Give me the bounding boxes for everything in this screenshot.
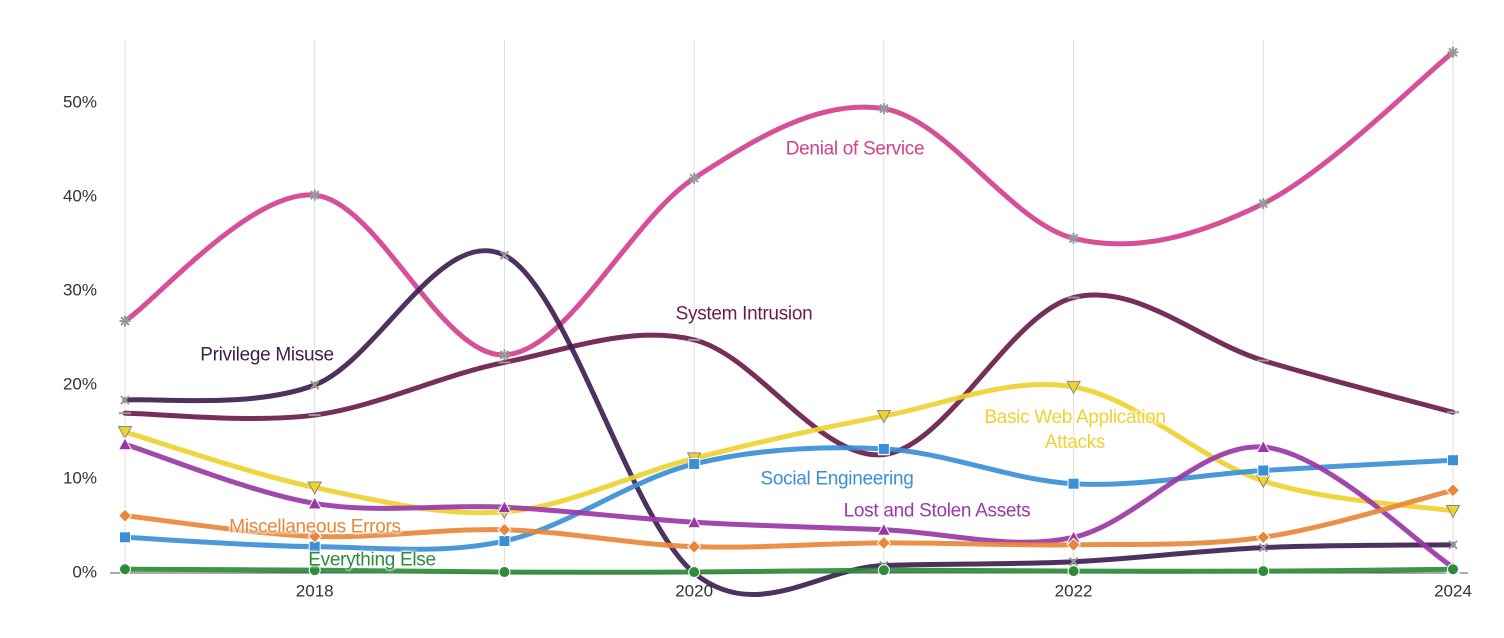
line [122, 445, 1456, 552]
point [498, 566, 511, 579]
line [122, 292, 1456, 458]
point [499, 250, 510, 260]
point [1447, 454, 1459, 467]
point [877, 442, 890, 455]
point [309, 189, 321, 201]
series [122, 381, 1456, 516]
series [122, 487, 1456, 550]
series [122, 441, 1456, 570]
point [498, 535, 511, 548]
series [122, 292, 1456, 458]
point [686, 514, 702, 529]
point [117, 436, 133, 451]
point [1067, 477, 1080, 490]
point [1447, 563, 1459, 576]
point [310, 380, 320, 390]
point [1447, 46, 1459, 58]
point [119, 531, 131, 544]
y-tick-label: 10% [63, 468, 97, 487]
point [1445, 504, 1461, 519]
point [1257, 464, 1270, 477]
series [122, 566, 1456, 575]
x-tick-label: 2022 [1055, 581, 1093, 600]
point [876, 410, 892, 424]
series [122, 248, 1456, 598]
point [307, 495, 323, 510]
point [308, 564, 321, 577]
x-tick-label: 2018 [296, 581, 334, 600]
point [876, 535, 892, 551]
line [122, 566, 1456, 575]
y-tick-label: 20% [63, 374, 97, 393]
series [122, 445, 1456, 552]
series [122, 49, 1456, 358]
point [1257, 198, 1269, 210]
line [122, 487, 1456, 550]
point [120, 395, 130, 405]
line [122, 441, 1456, 570]
point [688, 566, 701, 579]
series-label: Social Engineering [760, 468, 914, 490]
point [119, 315, 131, 327]
point [1068, 557, 1079, 567]
point [1066, 380, 1081, 395]
line [122, 49, 1456, 358]
x-tick-label: 2020 [675, 581, 713, 600]
point [307, 529, 322, 544]
point [1067, 565, 1080, 578]
point [1258, 542, 1268, 553]
point [119, 563, 131, 576]
y-tick-label: 0% [72, 562, 97, 581]
y-tick-label: 50% [63, 92, 97, 111]
point [1068, 232, 1080, 244]
point [686, 539, 702, 554]
x-tick-label: 2024 [1434, 581, 1472, 600]
point [117, 426, 133, 440]
point [307, 481, 323, 496]
series-label: System Intrusion [675, 303, 813, 325]
point [688, 172, 700, 184]
point [877, 564, 890, 577]
y-tick-label: 30% [63, 280, 97, 299]
series-label: Denial of Service [785, 138, 925, 160]
point [1448, 540, 1458, 550]
point [878, 103, 890, 115]
point [876, 522, 892, 536]
series-label: Privilege Misuse [200, 344, 334, 366]
point [498, 349, 510, 361]
point [1256, 530, 1271, 545]
point [1445, 483, 1461, 498]
series-label: Everything Else [308, 549, 436, 571]
series-label: Basic Web Application Attacks [984, 407, 1166, 453]
y-tick-label: 40% [63, 186, 97, 205]
line [122, 381, 1456, 516]
point [688, 457, 701, 470]
point [1066, 537, 1081, 553]
point [497, 522, 512, 537]
point [117, 508, 133, 523]
series-label: Lost and Stolen Assets [843, 500, 1031, 522]
line [122, 248, 1456, 598]
point [1255, 439, 1271, 454]
point [1257, 565, 1270, 578]
point [497, 499, 512, 514]
series-label: Miscellaneous Errors [229, 516, 401, 538]
